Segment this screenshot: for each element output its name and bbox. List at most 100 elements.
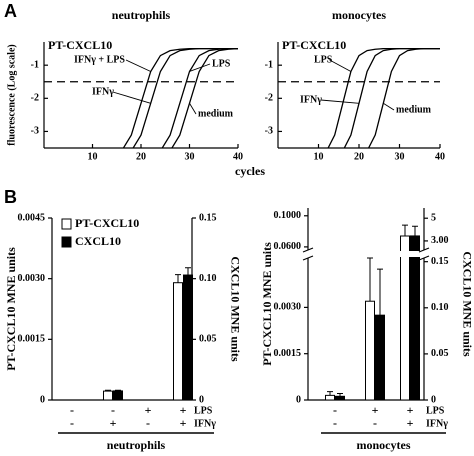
y-tick-label: 0.0030 — [274, 302, 302, 313]
group-label: neutrophils — [107, 438, 166, 452]
panel-label: B — [4, 187, 17, 207]
y-tick-label: 0.10 — [199, 273, 217, 284]
category-label: - — [111, 403, 115, 417]
amplification-curve — [171, 47, 238, 148]
category-label: - — [146, 416, 150, 430]
y-tick-label: 0.15 — [431, 256, 449, 267]
error-bar — [402, 224, 408, 236]
amplification-curve — [132, 47, 238, 148]
curve-label: LPS — [212, 58, 231, 69]
error-bar — [115, 389, 121, 391]
chart-subtitle: PT-CXCL10 — [48, 38, 112, 52]
bar — [325, 394, 335, 401]
category-label: + — [145, 403, 152, 417]
category-label: + — [110, 416, 117, 430]
curve-label: medium — [396, 104, 432, 115]
row-label: IFNγ — [194, 418, 216, 429]
break-mark — [418, 247, 430, 253]
legend-swatch — [61, 218, 72, 230]
category-label: + — [407, 416, 414, 430]
y-tick-label: -3 — [31, 126, 39, 137]
category-label: - — [70, 416, 74, 430]
y-axis-label: PT-CXCL10 MNE units — [260, 242, 274, 366]
category-label: - — [333, 403, 337, 417]
bar — [410, 235, 420, 401]
row-label: LPS — [426, 405, 445, 416]
y-tick-label: -1 — [265, 59, 273, 70]
leader-line — [112, 91, 151, 104]
curve-label: IFNγ — [300, 94, 322, 105]
y-tick-label: 0 — [199, 394, 204, 405]
category-label: + — [180, 403, 187, 417]
x-tick-label: 30 — [395, 151, 405, 162]
bar — [113, 390, 123, 401]
y-tick-label: -3 — [265, 126, 273, 137]
y2-axis-label: CXCL10 MNE units — [228, 256, 242, 362]
chart-subtitle: PT-CXCL10 — [282, 38, 346, 52]
error-bar — [327, 391, 333, 396]
leader-line — [320, 99, 360, 104]
category-label: + — [407, 403, 414, 417]
leader-line — [125, 59, 151, 72]
y-tick-label: -1 — [31, 59, 39, 70]
row-label: IFNγ — [426, 418, 448, 429]
legend-label: PT-CXCL10 — [75, 216, 139, 230]
break-mark — [302, 247, 314, 253]
chart-title: neutrophils — [112, 8, 171, 22]
x-tick-label: 10 — [88, 151, 98, 162]
x-tick-label: 10 — [314, 151, 324, 162]
leader-line — [383, 102, 395, 111]
x-tick-label: 20 — [136, 151, 146, 162]
y-tick-label: -2 — [265, 93, 273, 104]
bar — [183, 274, 193, 401]
amplification-curve — [367, 47, 440, 148]
x-tick-label: 40 — [435, 151, 445, 162]
axis-break — [302, 251, 430, 257]
curve-label: IFNγ + LPS — [74, 54, 125, 65]
row-label: LPS — [194, 405, 213, 416]
y-tick-label: 0.0015 — [18, 334, 46, 345]
x-tick-label: 20 — [354, 151, 364, 162]
y-tick-label: 0.05 — [199, 334, 217, 345]
leader-line — [329, 59, 352, 72]
break-mark — [418, 255, 430, 261]
bar — [103, 390, 113, 401]
y-tick-label: 0 — [296, 394, 301, 405]
legend-label: CXCL10 — [75, 234, 121, 248]
y-tick-label: 0.0600 — [274, 241, 302, 252]
bar — [365, 300, 375, 401]
error-bar — [175, 274, 181, 283]
y-tick-label: 0.0045 — [18, 212, 46, 223]
curve-label: IFNγ — [92, 86, 114, 97]
curve-label: medium — [198, 108, 234, 119]
y-tick-label: 0.10 — [431, 302, 449, 313]
chart-title: monocytes — [332, 8, 386, 22]
category-label: - — [333, 416, 337, 430]
error-bar — [185, 267, 191, 276]
y-tick-label: 3.00 — [431, 235, 449, 246]
group-label: monocytes — [357, 438, 411, 452]
category-label: + — [180, 416, 187, 430]
category-label: - — [373, 416, 377, 430]
bar — [375, 314, 385, 401]
y2-axis-label: CXCL10 MNE units — [460, 251, 474, 357]
error-bar — [367, 257, 373, 302]
y-axis-label: fluorescence (Log scale) — [6, 44, 17, 145]
y-tick-label: 5 — [431, 213, 436, 224]
leader-line — [189, 63, 211, 72]
y-axis-label: PT-CXCL10 MNE units — [4, 247, 18, 371]
y-tick-label: 0.1000 — [274, 210, 302, 221]
x-axis-label: cycles — [235, 164, 265, 178]
x-tick-label: 40 — [233, 151, 243, 162]
legend-swatch — [61, 236, 72, 248]
error-bar — [337, 393, 343, 397]
y-tick-label: 0.15 — [199, 212, 217, 223]
y-tick-label: 0.0015 — [274, 348, 302, 359]
y-tick-label: 0 — [431, 394, 436, 405]
curve-label: LPS — [314, 54, 333, 65]
amplification-curve — [161, 47, 238, 148]
error-bar — [412, 225, 418, 236]
break-mark — [302, 255, 314, 261]
y-tick-label: 0.05 — [431, 348, 449, 359]
